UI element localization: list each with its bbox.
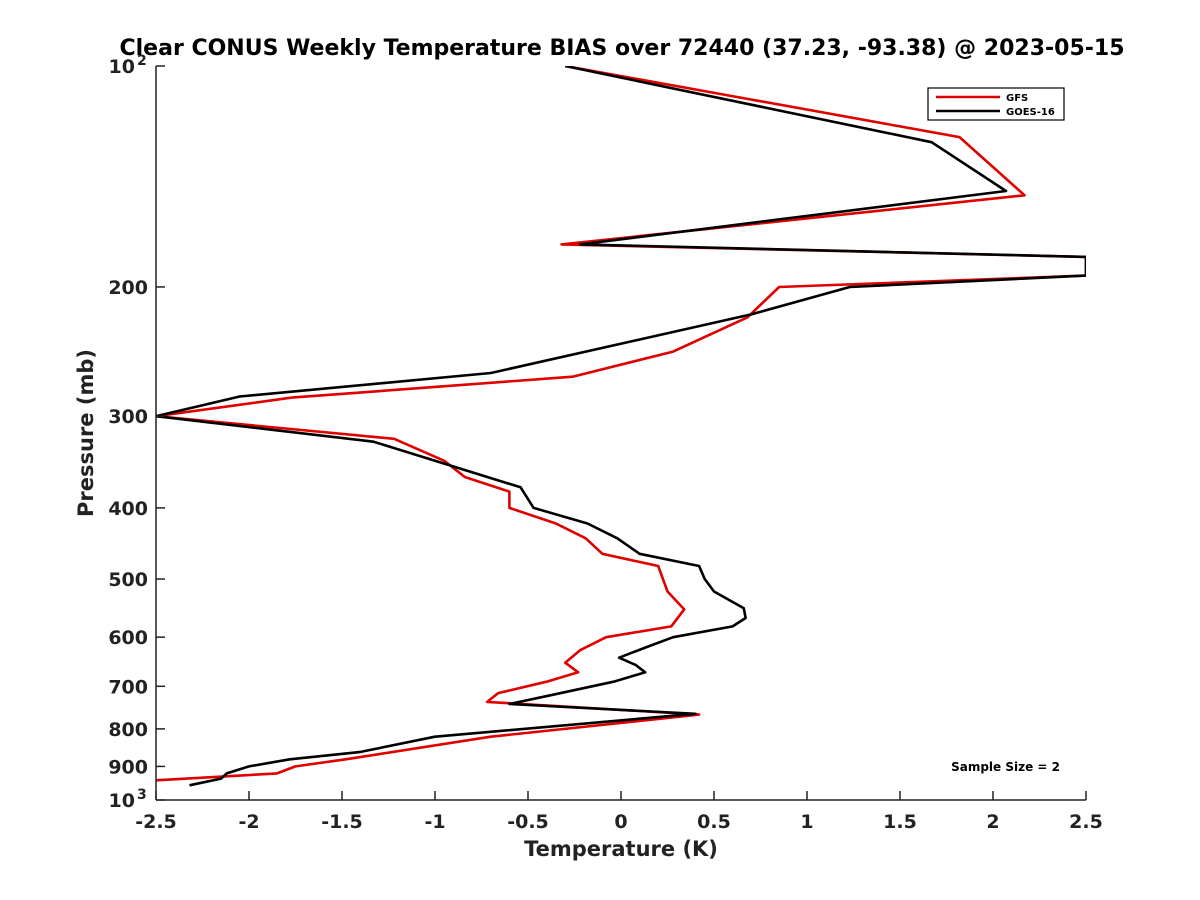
y-tick-label: 500 [108, 569, 148, 591]
x-tick-label: 1 [800, 811, 813, 833]
series-line-goes-16 [156, 66, 1086, 787]
x-tick-label: 0.5 [697, 811, 731, 833]
chart-title: Clear CONUS Weekly Temperature BIAS over… [119, 36, 1124, 61]
y-tick-label: 10 [109, 790, 135, 812]
y-tick-exponent: 3 [137, 787, 147, 803]
sample-size-annotation: Sample Size = 2 [951, 760, 1060, 774]
legend-box [927, 87, 1065, 121]
y-axis-label: Pressure (mb) [74, 349, 98, 517]
y-tick-label: 200 [108, 277, 148, 299]
x-tick-label: -2.5 [135, 811, 177, 833]
x-tick-label: 2.5 [1069, 811, 1103, 833]
legend-label: GOES-16 [1006, 107, 1055, 118]
x-tick-label: -0.5 [507, 811, 549, 833]
x-tick-label: 0 [614, 811, 627, 833]
y-tick-label: 10 [109, 56, 135, 78]
series-layer [156, 66, 1086, 787]
x-tick-label: -1 [424, 811, 445, 833]
y-tick-label: 300 [108, 406, 148, 428]
legend-label: GFS [1006, 93, 1028, 104]
x-tick-label: -1.5 [321, 811, 363, 833]
y-tick-label: 700 [108, 676, 148, 698]
y-tick-label: 900 [108, 756, 148, 778]
y-tick-label: 600 [108, 627, 148, 649]
x-tick-label: 2 [986, 811, 999, 833]
y-tick-label: 800 [108, 719, 148, 741]
y-tick-exponent: 2 [137, 53, 147, 69]
x-tick-label: 1.5 [883, 811, 917, 833]
x-axis-ticks: -2.5 -2 -1.5 -1 -0.5 0 0.5 1 1.5 2 2.5 [135, 791, 1103, 833]
x-axis-label: Temperature (K) [524, 837, 718, 861]
y-tick-label: 400 [108, 498, 148, 520]
legend: GFS GOES-16 [927, 87, 1065, 121]
x-tick-label: -2 [238, 811, 259, 833]
series-line-gfs [156, 66, 1086, 782]
